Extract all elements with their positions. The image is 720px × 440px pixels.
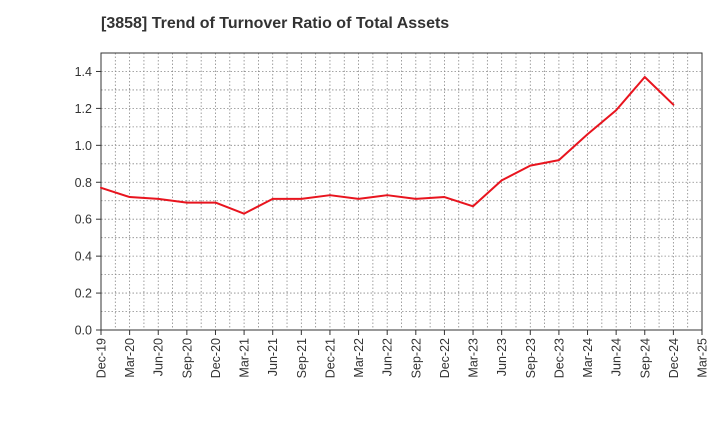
x-tick-label: Mar-23: [467, 338, 481, 378]
x-tick-label: Mar-24: [581, 338, 595, 378]
x-tick-label: Sep-20: [180, 338, 194, 378]
x-tick-label: Sep-22: [409, 338, 423, 378]
y-axis: 0.0 0.2 0.4 0.6 0.8 1.0 1.2 1.4: [75, 65, 101, 338]
y-tick-label: 1.4: [75, 65, 92, 79]
x-tick-label: Jun-23: [495, 338, 509, 376]
x-tick-label: Sep-21: [295, 338, 309, 378]
x-tick-label: Jun-24: [610, 338, 624, 376]
x-tick-label: Dec-20: [209, 338, 223, 378]
x-tick-label: Jun-22: [381, 338, 395, 376]
x-tick-label: Mar-21: [238, 338, 252, 378]
y-tick-label: 0.8: [75, 176, 92, 190]
x-tick-label: Mar-20: [123, 338, 137, 378]
series-layer: [100, 76, 675, 215]
grid-lines: [101, 53, 702, 330]
y-tick-label: 0.6: [75, 213, 92, 227]
plot-area: [100, 52, 703, 331]
x-tick-label: Mar-22: [352, 338, 366, 378]
y-tick-label: 0.0: [75, 324, 92, 338]
x-tick-label: Dec-21: [323, 338, 337, 378]
x-axis: Dec-19 Mar-20 Jun-20 Sep-20 Dec-20 Mar-21 Jun-…: [95, 330, 710, 378]
x-tick-label: Jun-20: [152, 338, 166, 376]
y-tick-label: 0.2: [75, 287, 92, 301]
x-tick-label: Sep-23: [524, 338, 538, 378]
chart-title: [3858] Trend of Turnover Ratio of Total …: [101, 15, 450, 32]
x-tick-label: Jun-21: [266, 338, 280, 376]
x-tick-label: Dec-24: [667, 338, 681, 378]
x-tick-label: Dec-19: [95, 338, 109, 378]
y-tick-label: 1.0: [75, 139, 92, 153]
x-tick-label: Mar-25: [696, 338, 710, 378]
series-line: [100, 76, 675, 215]
x-tick-label: Sep-24: [638, 338, 652, 378]
x-tick-label: Dec-23: [552, 338, 566, 378]
y-tick-label: 0.4: [75, 250, 92, 264]
y-tick-label: 1.2: [75, 102, 92, 116]
x-tick-label: Dec-22: [438, 338, 452, 378]
